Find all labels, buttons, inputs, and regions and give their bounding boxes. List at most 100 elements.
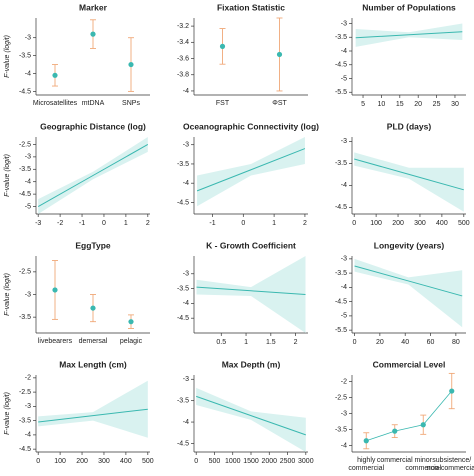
- y-tick-label: -3.5: [177, 398, 189, 405]
- x-tick-label: minor: [414, 457, 432, 464]
- point: [219, 43, 226, 49]
- fit-line: [354, 158, 464, 191]
- panel-title: Geographic Distance (log): [40, 121, 146, 131]
- confidence-band: [354, 258, 463, 328]
- x-tick-label: 100: [54, 458, 66, 465]
- panel: Number of Populations -5.5 -5 -4.5 -4 -3.5 -3 5…: [335, 2, 466, 108]
- y-tick-label: -3: [341, 20, 347, 27]
- x-tick-label: 2500: [280, 458, 296, 465]
- y-tick-label: -3.5: [335, 426, 347, 433]
- x-tick-label: 1: [124, 220, 128, 227]
- x-tick-label: 500: [458, 220, 470, 227]
- y-tick-label: -3: [25, 291, 31, 298]
- y-tick-label: -3.8: [177, 72, 189, 79]
- y-tick-label: -5: [341, 313, 347, 320]
- x-tick-label: 2: [294, 339, 298, 346]
- x-tick-label: 0: [241, 220, 245, 227]
- x-tick-label: subsistence/: [432, 457, 471, 464]
- y-tick-label: -3: [25, 154, 31, 161]
- confidence-band: [38, 380, 148, 438]
- x-tick-label: 200: [76, 458, 88, 465]
- y-tick-label: -3: [341, 410, 347, 417]
- x-tick-label: 30: [451, 101, 459, 108]
- x-tick-label: 5: [361, 101, 365, 108]
- x-tick-label: 80: [452, 339, 460, 346]
- x-tick-label: 100: [370, 220, 382, 227]
- y-axis-label: F-value (logit): [4, 392, 11, 435]
- y-tick-label: -4: [183, 88, 189, 95]
- x-tick-label: commercial: [377, 457, 413, 464]
- panel: PLD (days) -4.5 -4 -3.5 -3 0 100 200 300 400 500: [335, 121, 470, 227]
- panel-title: Marker: [79, 2, 108, 12]
- panel-title: PLD (days): [387, 121, 432, 131]
- point: [90, 31, 96, 37]
- x-tick-label: FST: [216, 100, 230, 107]
- y-tick-label: -4.5: [19, 88, 31, 95]
- y-tick-label: -3.5: [19, 314, 31, 321]
- x-tick-label: 400: [436, 220, 448, 227]
- x-tick-label: 2: [146, 220, 150, 227]
- x-tick-label: 1000: [225, 458, 241, 465]
- y-tick-label: -4: [25, 179, 31, 186]
- y-tick-label: -2: [25, 375, 31, 382]
- y-tick-label: -2.5: [19, 141, 31, 148]
- panel: Max Depth (m) -4.5 -4 -3.5 -3 0 500 1000 1500 200…: [177, 359, 314, 465]
- x-tick-label: 1: [272, 220, 276, 227]
- x-tick-label: mtDNA: [82, 100, 105, 107]
- x-tick-label: 60: [427, 339, 435, 346]
- y-tick-label: -4.5: [19, 446, 31, 453]
- x-tick-label: highly: [357, 457, 376, 464]
- y-tick-label: -4.5: [177, 315, 189, 322]
- point: [449, 388, 455, 394]
- panel: Geographic Distance (log) F-value (logit)…: [4, 121, 150, 227]
- x-tick-label: commercial: [405, 465, 441, 472]
- y-tick-label: -4: [341, 182, 347, 189]
- y-tick-label: -2: [341, 378, 347, 385]
- point: [52, 287, 58, 293]
- fit-line: [37, 144, 149, 207]
- y-tick-label: -3.6: [177, 55, 189, 62]
- x-tick-label: 200: [392, 220, 404, 227]
- x-tick-label: pelagic: [120, 338, 143, 345]
- y-tick-label: -4.5: [335, 204, 347, 211]
- x-tick-label: 0: [353, 339, 357, 346]
- y-tick-label: -3: [25, 35, 31, 42]
- y-tick-label: -2.5: [335, 394, 347, 401]
- x-tick-label: 500: [209, 458, 221, 465]
- x-tick-label: -2: [57, 220, 63, 227]
- x-tick-label: 400: [120, 458, 132, 465]
- panel-title: Oceanographic Connectivity (log): [183, 121, 319, 131]
- x-tick-label: 40: [401, 339, 409, 346]
- x-tick-label: -1: [209, 220, 215, 227]
- fit-line: [196, 286, 306, 295]
- x-tick-label: 0: [352, 220, 356, 227]
- x-tick-label: 0: [36, 458, 40, 465]
- y-tick-label: -5: [25, 203, 31, 210]
- panel: Marker F-value (logit) -4.5 -4 -3.5 -3 Microsa…: [4, 2, 150, 107]
- x-tick-label: 2000: [261, 458, 277, 465]
- panel: Commercial Level-4-3.5-3-2.5-2highlycomm…: [335, 359, 474, 472]
- panel: EggType F-value (logit) -3.5 -3 -2.5 livebear…: [4, 240, 150, 345]
- point: [363, 438, 369, 444]
- x-tick-label: 1: [244, 339, 248, 346]
- y-tick-label: -5: [341, 75, 347, 82]
- y-tick-label: -3.5: [335, 270, 347, 277]
- y-tick-label: -3.2: [177, 23, 189, 30]
- x-tick-label: -1: [79, 220, 85, 227]
- panel: Oceanographic Connectivity (log) -4.5 -4 -3…: [177, 121, 319, 227]
- y-tick-label: -4.5: [335, 62, 347, 69]
- confidence-band: [196, 256, 306, 333]
- panel: Max Length (cm) F-value (logit) -4.5 -4 -3.5…: [4, 359, 154, 465]
- fit-line: [354, 265, 463, 297]
- panel: Fixation Statistic -4 -3.8 -3.6 -3.4 -3.2 FST Φ…: [177, 2, 308, 107]
- y-tick-label: -3.5: [19, 52, 31, 59]
- y-tick-label: -3: [341, 138, 347, 145]
- x-tick-label: 15: [396, 101, 404, 108]
- panel: K - Growth Coefficient -4.5 -4 -3.5 -3 0.5 1 1.…: [177, 240, 308, 346]
- x-tick-label: 0: [102, 220, 106, 227]
- y-tick-label: -3.5: [19, 417, 31, 424]
- y-tick-label: -3: [183, 376, 189, 383]
- panel-title: Longevity (years): [374, 240, 445, 250]
- point: [420, 422, 426, 428]
- panel-title: Commercial Level: [373, 359, 446, 369]
